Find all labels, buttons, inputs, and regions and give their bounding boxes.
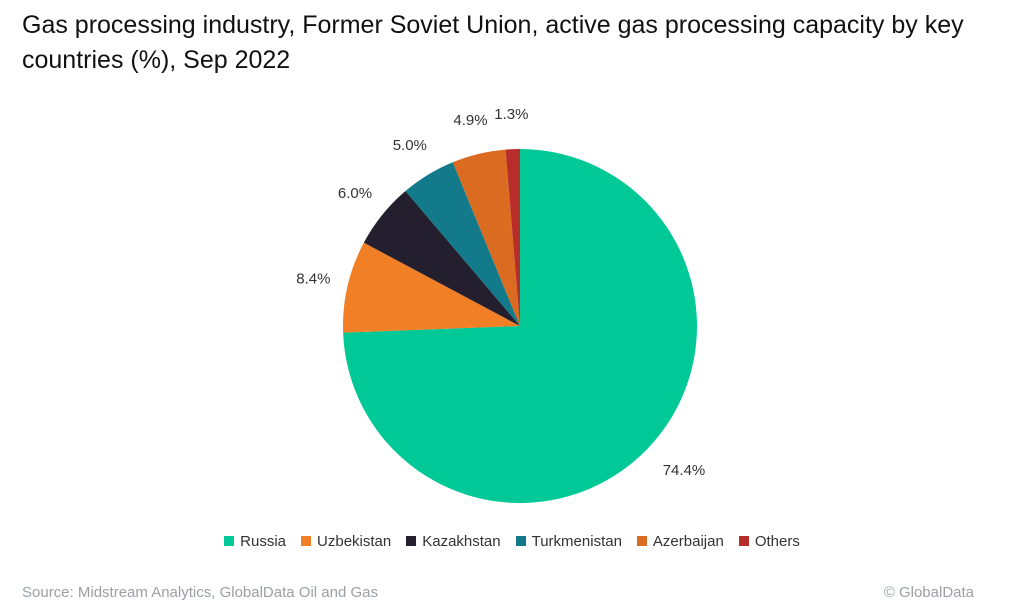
data-label-others: 1.3% <box>494 106 528 123</box>
source-note: Source: Midstream Analytics, GlobalData … <box>22 584 378 601</box>
data-label-uzbekistan: 8.4% <box>296 270 330 287</box>
legend-label: Azerbaijan <box>652 532 724 550</box>
legend-item-uzbekistan: Uzbekistan <box>301 533 391 550</box>
legend-label: Kazakhstan <box>422 532 501 550</box>
legend-swatch <box>406 536 417 546</box>
legend-swatch <box>515 536 526 546</box>
pie-slice-azerbaijan <box>452 149 520 326</box>
legend-item-kazakhstan: Kazakhstan <box>406 532 501 550</box>
copyright-note: © GlobalData <box>883 584 974 601</box>
pie-slice-others <box>505 149 520 326</box>
legend-label: Turkmenistan <box>531 532 622 550</box>
legend-label: Others <box>754 532 800 550</box>
legend-swatch <box>636 536 647 546</box>
legend-label: Russia <box>240 532 287 550</box>
pie-slice-russia <box>343 149 697 504</box>
chart-legend: Russia Uzbekistan Kazakhstan Turkmenistan Az… <box>0 530 1024 552</box>
data-label-azerbaijan: 4.9% <box>453 112 487 129</box>
data-label-turkmenistan: 5.0% <box>393 137 427 154</box>
legend-swatch <box>301 536 312 546</box>
data-label-russia: 74.4% <box>663 462 706 479</box>
pie-slice-turkmenistan <box>405 162 520 326</box>
legend-item-russia: Russia <box>224 533 286 550</box>
legend-swatch <box>224 536 235 546</box>
pie-slice-kazakhstan <box>363 191 520 326</box>
legend-item-others: Others <box>738 532 800 550</box>
chart-title: Gas processing industry, Former Soviet U… <box>22 11 964 74</box>
legend-item-azerbaijan: Azerbaijan <box>636 532 724 550</box>
data-label-kazakhstan: 6.0% <box>338 185 372 202</box>
legend-label: Uzbekistan <box>317 532 392 550</box>
pie-slice-uzbekistan <box>343 242 520 333</box>
legend-swatch <box>738 536 749 546</box>
legend-item-turkmenistan: Turkmenistan <box>515 532 622 550</box>
